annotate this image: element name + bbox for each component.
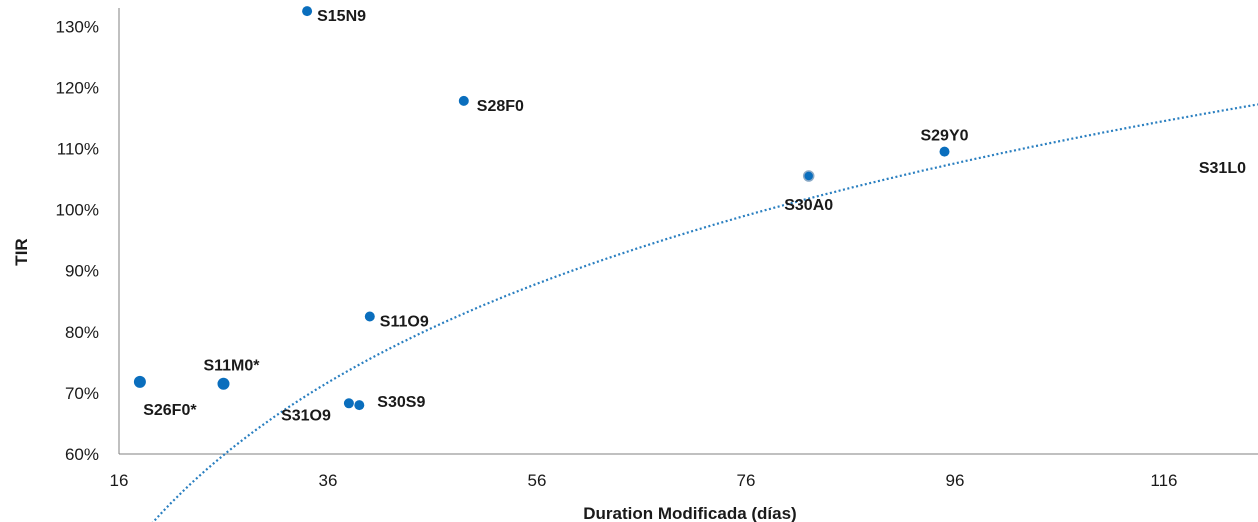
data-point — [302, 6, 313, 17]
x-tick-label: 36 — [319, 471, 338, 490]
data-point — [458, 95, 469, 106]
x-tick-label: 76 — [737, 471, 756, 490]
data-point — [343, 398, 354, 409]
point-label: S26F0* — [143, 402, 197, 419]
point-label: S11M0* — [203, 358, 260, 375]
point-label: S30A0 — [784, 197, 833, 214]
data-point — [939, 146, 950, 157]
y-tick-label: 120% — [56, 78, 99, 97]
y-tick-label: 130% — [56, 17, 99, 36]
y-tick-label: 100% — [56, 201, 99, 220]
y-tick-labels: 60% 70% 80% 90% 100% 110% 120% 130% — [56, 17, 99, 464]
data-point — [354, 400, 365, 411]
point-label: S11O9 — [380, 314, 429, 331]
trendline — [151, 103, 1258, 522]
data-point — [133, 375, 146, 388]
point-label: S28F0 — [477, 98, 524, 115]
y-tick-label: 80% — [65, 323, 99, 342]
point-label: S31O9 — [281, 407, 331, 424]
data-points — [133, 6, 950, 411]
x-tick-label: 16 — [110, 471, 129, 490]
data-point — [802, 170, 815, 182]
data-point — [217, 377, 230, 390]
axes — [118, 8, 1258, 455]
y-tick-label: 60% — [65, 445, 99, 464]
y-tick-label: 70% — [65, 384, 99, 403]
x-tick-label: 56 — [528, 471, 547, 490]
point-label: S29Y0 — [920, 128, 968, 145]
y-tick-label: 110% — [57, 140, 99, 159]
data-point — [364, 311, 375, 322]
x-tick-labels: 16 36 56 76 96 116 — [110, 471, 1178, 490]
y-axis-title: TIR — [12, 238, 31, 265]
y-tick-label: 90% — [65, 262, 99, 281]
x-tick-label: 96 — [946, 471, 965, 490]
x-axis-title: Duration Modificada (días) — [583, 504, 796, 522]
x-tick-label: 116 — [1150, 471, 1177, 490]
point-label: S31L0 — [1199, 160, 1246, 177]
point-labels: S15N9 S28F0 S29Y0 S30A0 S11O9 S11M0* S26F0* S31… — [143, 8, 1246, 424]
point-label: S30S9 — [377, 394, 425, 411]
point-label: S15N9 — [317, 8, 366, 25]
